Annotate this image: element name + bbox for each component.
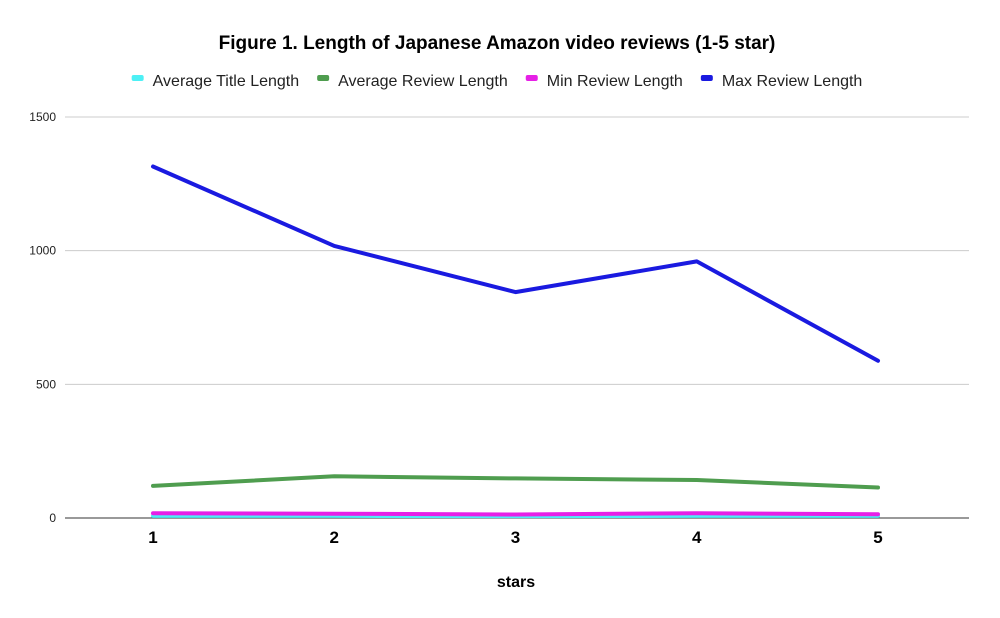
x-axis-ticks: 1 2 3 4 5	[148, 528, 882, 547]
data-point-max-review-length	[695, 259, 699, 263]
data-point-average-review-length	[695, 478, 699, 482]
data-point-min-review-length	[514, 513, 518, 517]
series-line-min-review-length	[151, 511, 880, 517]
legend-swatch	[525, 75, 538, 81]
data-point-min-review-length	[332, 512, 336, 516]
data-point-min-review-length	[151, 511, 155, 515]
x-tick-label: 3	[511, 528, 520, 547]
legend-item: Average Review Length	[317, 73, 508, 90]
legend-label: Max Review Length	[722, 73, 863, 90]
legend-label: Average Review Length	[338, 73, 508, 90]
x-tick-label: 4	[692, 528, 702, 547]
legend-label: Min Review Length	[547, 73, 683, 90]
legend-item: Max Review Length	[700, 73, 863, 90]
legend-swatch	[131, 75, 144, 81]
data-point-max-review-length	[151, 164, 155, 168]
data-point-max-review-length	[514, 290, 518, 294]
legend-swatch	[700, 75, 713, 81]
legend-label: Average Title Length	[153, 73, 299, 90]
y-tick-label: 0	[49, 511, 56, 525]
series-line-average-review-length	[151, 474, 880, 490]
data-point-average-review-length	[514, 476, 518, 480]
legend: Average Title Length Average Review Lengt…	[131, 73, 863, 90]
data-point-average-review-length	[332, 474, 336, 478]
x-tick-label: 1	[148, 528, 157, 547]
data-point-average-review-length	[151, 484, 155, 488]
series-line-max-review-length	[151, 164, 880, 363]
x-tick-label: 2	[330, 528, 339, 547]
series-lines	[151, 164, 880, 519]
legend-swatch	[317, 75, 330, 81]
y-tick-label: 1000	[29, 244, 56, 258]
y-axis-ticks: 0 500 1000 1500	[29, 110, 56, 525]
legend-item: Average Title Length	[131, 73, 299, 90]
gridlines	[65, 116, 969, 385]
x-tick-label: 5	[873, 528, 882, 547]
data-point-min-review-length	[695, 511, 699, 515]
chart-title: Figure 1. Length of Japanese Amazon vide…	[219, 33, 776, 54]
data-point-max-review-length	[332, 244, 336, 248]
data-point-average-review-length	[876, 486, 880, 490]
y-tick-label: 500	[36, 377, 56, 391]
x-axis-label: stars	[497, 574, 535, 591]
y-tick-label: 1500	[29, 110, 56, 124]
legend-item: Min Review Length	[525, 73, 683, 90]
data-point-max-review-length	[876, 359, 880, 363]
data-point-min-review-length	[876, 512, 880, 516]
